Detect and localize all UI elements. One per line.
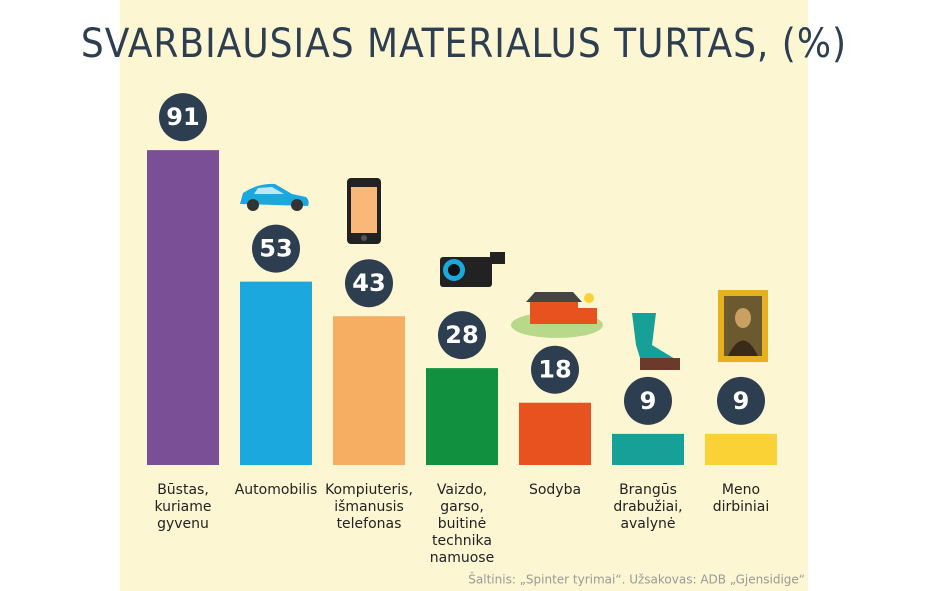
value-label: 9 <box>640 387 657 415</box>
bar <box>519 402 591 465</box>
boot-icon <box>632 313 680 370</box>
value-badge <box>624 376 672 425</box>
category-label: Būstas, kuriame gyvenu <box>154 482 211 532</box>
value-badge <box>531 345 579 394</box>
bar <box>705 433 777 465</box>
camera-icon <box>440 252 505 287</box>
value-badge <box>159 93 207 142</box>
chart-title: SVARBIAUSIAS MATERIALUS TURTAS, (%) <box>81 21 847 67</box>
value-label: 28 <box>445 321 478 349</box>
value-label: 18 <box>538 356 571 384</box>
bar <box>333 316 405 465</box>
value-label: 43 <box>352 269 385 297</box>
category-label: Automobilis <box>235 482 318 498</box>
category-label: Kompiuteris, išmanusis telefonas <box>325 482 413 532</box>
value-badge <box>345 259 393 308</box>
source: Šaltinis: „Spinter tyrimai“. Užsakovas: … <box>468 572 805 587</box>
car-icon <box>240 183 309 211</box>
value-badge <box>438 311 486 360</box>
category-label: Sodyba <box>529 482 581 498</box>
value-badge <box>717 376 765 425</box>
farm-icon <box>511 292 603 338</box>
value-label: 53 <box>259 235 292 263</box>
phone-icon <box>347 178 381 244</box>
value-label: 9 <box>733 387 750 415</box>
background <box>120 0 808 591</box>
bar <box>240 281 312 465</box>
value-label: 91 <box>166 103 199 131</box>
bar <box>426 368 498 465</box>
bar <box>612 433 684 465</box>
category-label: Meno dirbiniai <box>713 482 770 515</box>
value-badge <box>252 224 300 273</box>
bar <box>147 150 219 465</box>
painting-icon <box>718 290 768 362</box>
category-label: Vaizdo, garso, buitinė technika namuose <box>430 482 494 566</box>
category-label: Brangūs drabužiai, avalynė <box>613 482 682 532</box>
